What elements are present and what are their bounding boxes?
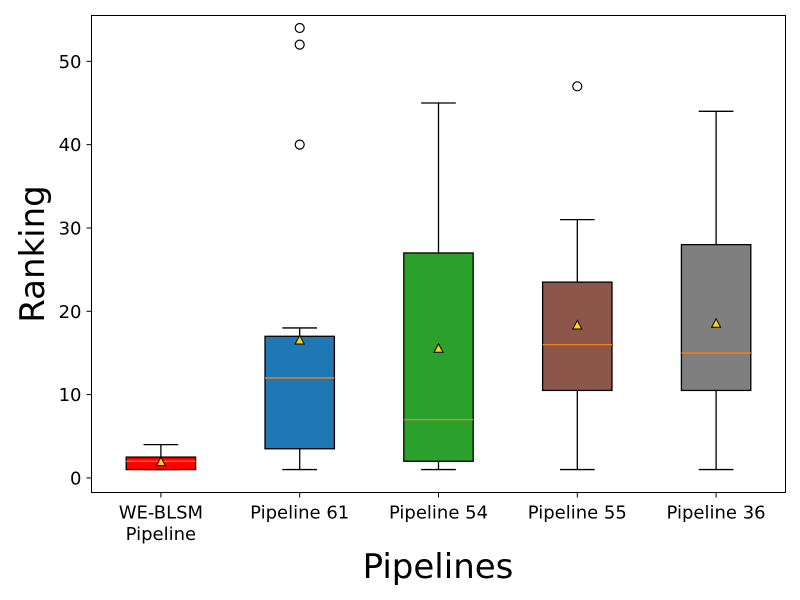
- x-axis: WE-BLSM Pipeline Pipeline 61 Pipeline 54 Pip…: [119, 492, 766, 546]
- y-axis-title: Ranking: [13, 185, 53, 323]
- y-tick-label: 10: [59, 385, 82, 406]
- x-tick-label-line: Pipeline 61: [250, 503, 349, 524]
- box-we-blsm-pipeline: [125, 443, 197, 471]
- mean-marker: [294, 334, 306, 345]
- box-pipeline-36: [680, 110, 752, 471]
- x-tick-label-line: Pipeline 54: [389, 503, 488, 524]
- outlier-point: [572, 81, 583, 92]
- plot-layer: [125, 22, 752, 471]
- x-axis-title: Pipelines: [363, 547, 514, 587]
- x-tick-label-line: Pipeline: [126, 524, 196, 545]
- y-tick-label: 0: [70, 468, 81, 489]
- y-tick-label: 50: [59, 52, 82, 73]
- x-tick-label: Pipeline 55: [528, 503, 627, 524]
- box-pipeline-55: [541, 81, 613, 471]
- x-tick-label: Pipeline 54: [389, 503, 488, 524]
- x-tick-label: Pipeline 36: [667, 503, 766, 524]
- outlier-point: [294, 39, 305, 50]
- x-tick-label: WE-BLSM Pipeline: [119, 503, 203, 546]
- outlier-point: [294, 139, 305, 150]
- outlier-point: [294, 22, 305, 34]
- mean-marker: [433, 342, 444, 353]
- iqr-box: [680, 243, 752, 392]
- x-tick-label-line: Pipeline 55: [528, 503, 627, 524]
- box-pipeline-54: [403, 102, 474, 471]
- mean-marker: [155, 456, 167, 467]
- y-tick-label: 20: [59, 302, 82, 323]
- y-axis: 0 10 20 30 40 50: [59, 52, 92, 489]
- iqr-box: [264, 335, 336, 450]
- x-tick-label: Pipeline 61: [250, 503, 349, 524]
- mean-marker: [710, 317, 722, 328]
- box-pipeline-61: [264, 22, 336, 471]
- x-tick-label-line: WE-BLSM: [119, 503, 203, 524]
- iqr-box: [403, 252, 474, 462]
- y-tick-label: 30: [59, 218, 82, 239]
- mean-marker: [571, 319, 583, 330]
- y-tick-label: 40: [59, 135, 82, 156]
- iqr-box: [541, 281, 613, 392]
- x-tick-label-line: Pipeline 36: [667, 503, 766, 524]
